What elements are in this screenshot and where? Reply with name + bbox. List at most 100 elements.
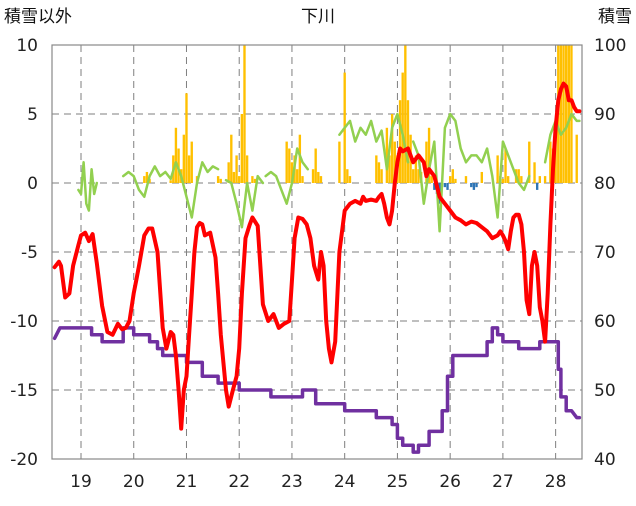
precipitation-bar <box>475 183 478 188</box>
wind-line <box>264 147 310 205</box>
ytick-label-left: -20 <box>10 450 38 470</box>
precipitation-bar <box>470 183 473 188</box>
precipitation-bar <box>216 176 220 183</box>
precipitation-bar <box>559 45 563 183</box>
ytick-label-right: 50 <box>594 381 616 401</box>
plot-frame <box>51 44 583 460</box>
precipitation-bar <box>506 176 510 183</box>
xtick-label: 20 <box>123 472 145 492</box>
precipitation-bar <box>377 162 381 183</box>
precipitation-bar <box>227 162 230 183</box>
precipitation-bar <box>451 169 454 183</box>
precipitation-bar <box>480 171 483 183</box>
precipitation-bar <box>417 169 420 183</box>
precipitation-bar <box>185 93 188 183</box>
ytick-label-left: 5 <box>27 105 38 125</box>
precipitation-bar <box>567 45 571 183</box>
precipitation-bar <box>190 141 193 183</box>
xtick-label: 21 <box>176 472 198 492</box>
precipitation-bar <box>238 176 241 183</box>
precipitation-bar <box>314 148 317 183</box>
precipitation-bar <box>290 162 294 183</box>
ytick-label-left: -15 <box>10 381 38 401</box>
precipitation-bar <box>398 100 402 183</box>
precipitation-bar <box>533 162 536 183</box>
precipitation-bar <box>448 176 452 183</box>
precipitation-bar <box>549 141 552 183</box>
ytick-label-left: -10 <box>10 312 38 332</box>
precipitation-bar <box>517 169 520 183</box>
precipitation-bar <box>253 178 257 183</box>
precipitation-bar <box>564 45 568 183</box>
precipitation-bar <box>243 45 246 183</box>
chart-title: 下川 <box>301 7 335 27</box>
precipitation-bar <box>501 178 505 183</box>
precipitation-bar <box>219 178 222 183</box>
precipitation-bar <box>406 100 410 183</box>
precipitation-bar <box>446 183 449 190</box>
precipitation-bar <box>187 155 191 183</box>
precipitation-bar <box>380 169 383 183</box>
precipitation-bar <box>575 134 578 183</box>
ytick-label-right: 90 <box>594 105 616 125</box>
precipitation-bar <box>145 171 149 183</box>
precipitation-bar <box>543 176 547 183</box>
precipitation-bar <box>496 155 499 183</box>
ytick-label-right: 80 <box>594 174 616 194</box>
xtick-label: 28 <box>545 472 567 492</box>
precipitation-bar <box>240 114 244 183</box>
precipitation-bar <box>182 134 186 183</box>
xtick-label: 26 <box>439 472 461 492</box>
precipitation-bar <box>528 141 531 183</box>
precipitation-bar <box>385 127 389 183</box>
precipitation-bar <box>317 171 320 183</box>
precipitation-bar <box>251 176 254 183</box>
precipitation-bar <box>143 176 146 183</box>
wind-line <box>411 112 531 233</box>
precipitation-bar <box>401 72 404 183</box>
precipitation-bar <box>404 45 407 183</box>
snow-depth-line <box>52 326 582 454</box>
precipitation-bar <box>427 127 431 183</box>
ytick-label-right: 60 <box>594 312 616 332</box>
precipitation-bar <box>520 176 523 183</box>
xtick-label: 25 <box>387 472 409 492</box>
precipitation-bar <box>390 114 394 183</box>
xtick-label: 27 <box>492 472 514 492</box>
precipitation-bar <box>430 176 433 183</box>
ylabel-left: 積雪以外 <box>4 7 72 27</box>
precipitation-bar <box>288 148 291 183</box>
xtick-label: 22 <box>228 472 250 492</box>
wind-line <box>543 112 581 164</box>
precipitation-bar <box>504 148 507 183</box>
precipitation-bar <box>454 178 457 183</box>
precipitation-bar <box>174 127 178 183</box>
precipitation-bar <box>425 141 428 183</box>
precipitation-bar <box>388 155 391 183</box>
precipitation-bar <box>177 148 180 183</box>
ylabel-right: 積雪 <box>598 7 632 27</box>
precipitation-bar <box>296 169 299 183</box>
ytick-label-right: 70 <box>594 243 616 263</box>
precipitation-bar <box>433 183 436 190</box>
ytick-label-right: 40 <box>594 450 616 470</box>
precipitation-bar <box>562 45 565 183</box>
wind-line <box>224 174 265 229</box>
precipitation-bar <box>414 155 418 183</box>
xtick-label: 23 <box>281 472 303 492</box>
precipitation-bar <box>393 141 396 183</box>
precipitation-bar <box>301 176 304 183</box>
precipitation-bar <box>245 155 249 183</box>
precipitation-bar <box>346 169 349 183</box>
xtick-label: 19 <box>70 472 92 492</box>
precipitation-bar <box>535 183 539 190</box>
xtick-label: 24 <box>334 472 356 492</box>
precipitation-bar <box>348 176 352 183</box>
ytick-label-left: -5 <box>21 243 38 263</box>
precipitation-bar <box>235 155 238 183</box>
precipitation-bar <box>538 176 541 183</box>
